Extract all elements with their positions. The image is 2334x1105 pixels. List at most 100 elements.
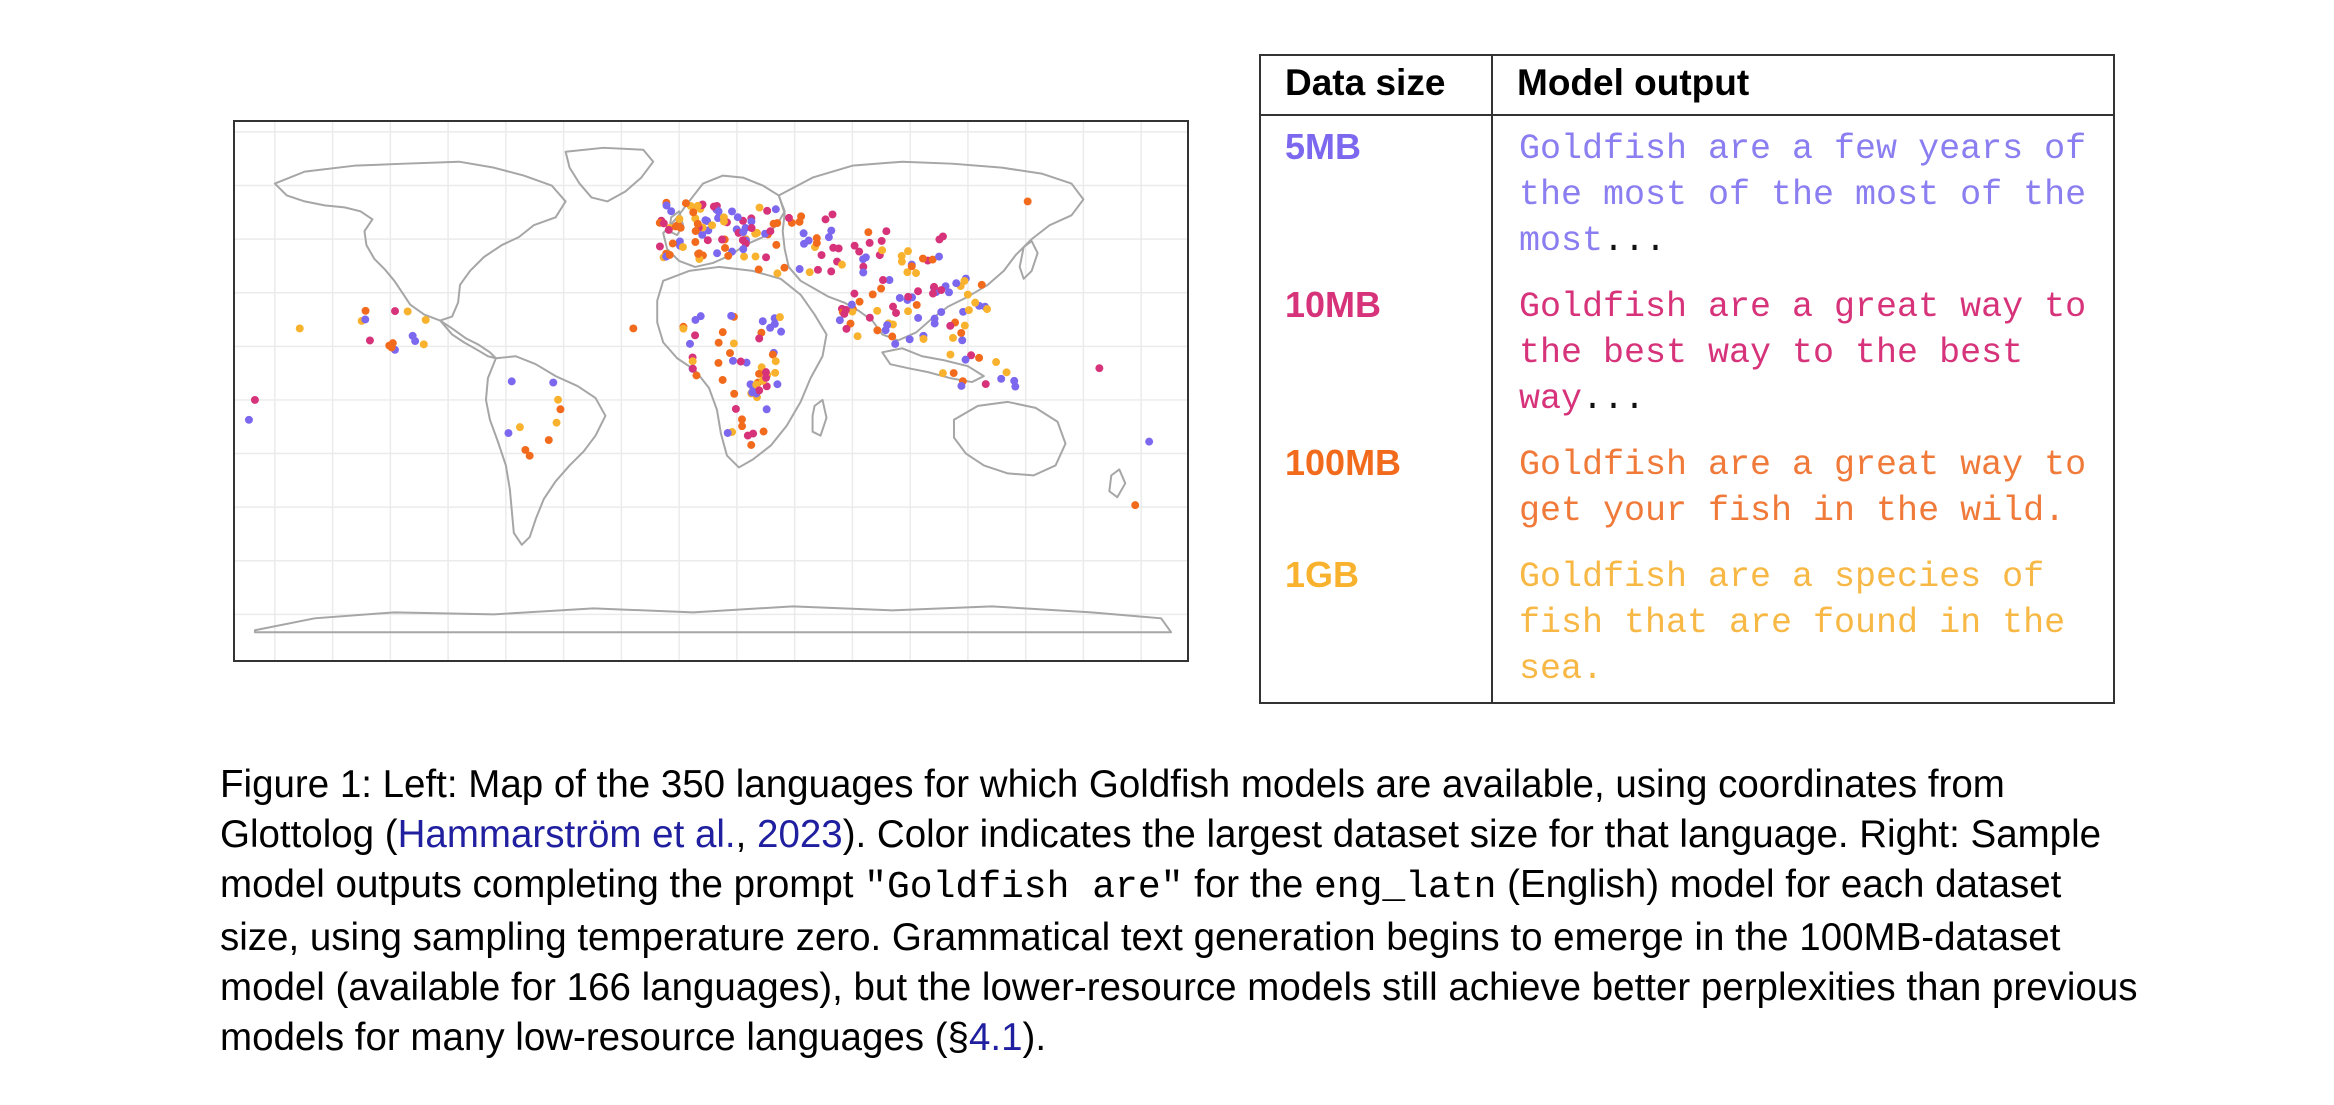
language-point [865,313,874,322]
model-output-1gb: Goldfish are a species of fish that are … [1491,544,2115,703]
language-point [507,377,516,386]
japan-outline [1018,240,1039,280]
language-point [408,331,417,340]
language-point [914,287,923,296]
language-point [738,422,747,431]
language-point [762,373,771,382]
language-point [544,436,553,445]
language-point [773,380,782,389]
language-point [813,265,822,274]
language-point [703,236,712,245]
language-point [905,335,914,344]
language-point [739,228,748,237]
language-point [733,213,742,222]
language-point [691,331,700,340]
language-point [848,307,857,316]
language-point [981,380,990,389]
language-point [938,232,947,241]
language-point [688,357,697,366]
language-point [731,404,740,413]
language-point [662,201,671,210]
caption-text-2: ). Color indicates the largest dataset s… [220,813,2102,906]
language-point [751,252,760,261]
language-point [419,340,428,349]
language-point [828,210,837,219]
language-point [724,251,733,260]
europe-outline [662,174,786,268]
language-point [691,315,700,324]
language-point [554,395,563,404]
language-point [769,219,778,228]
language-point [691,227,700,236]
data-size-1gb: 1GB [1259,544,1493,703]
language-point [897,252,906,260]
language-point [928,289,937,298]
language-point [694,249,703,258]
language-point [961,355,970,364]
language-point [827,267,836,276]
model-output-100mb: Goldfish are a great way to get your fis… [1491,432,2115,544]
language-point [904,292,913,301]
language-point [753,228,761,237]
output-text: Goldfish are a great way to the best way… [1519,287,2087,419]
language-point [795,217,804,226]
header-data-size: Data size [1259,54,1493,116]
output-text: Goldfish are a great way to get your fis… [1519,445,2087,531]
language-point [244,415,253,424]
language-point [883,321,892,330]
language-point [773,269,782,278]
language-point [686,339,694,348]
language-point [780,263,789,272]
language-point [361,315,370,324]
citation-year-link[interactable]: 2023 [757,813,843,856]
map-gridlines [235,122,1187,660]
prompt-code: "Goldfish are" [864,866,1184,909]
language-point [805,268,814,277]
language-point [963,290,972,299]
language-point [1095,364,1104,373]
table-row: 10MB Goldfish are a great way to the bes… [1259,274,2115,432]
world-map-svg [235,122,1187,660]
language-point [850,241,859,250]
language-point [946,350,955,359]
language-point [721,243,730,252]
language-point [1023,197,1032,206]
language-point [784,213,793,222]
language-point [835,316,844,325]
continent-outlines [253,146,1173,634]
language-point [391,307,400,316]
language-point [675,215,684,224]
caption-text-5: ). [1022,1016,1047,1059]
language-point [1002,368,1011,377]
language-point [771,357,780,366]
language-point [693,201,702,210]
language-point [250,395,259,404]
language-point [777,327,786,336]
language-point [556,405,565,414]
table-header-row: Data size Model output [1259,54,2115,116]
language-point [678,243,687,252]
language-point [723,429,732,437]
language-point [850,289,859,298]
language-point [521,445,530,454]
language-point [853,332,862,341]
output-text: Goldfish are a species of fish that are … [1519,557,2066,689]
language-point [743,431,752,440]
language-point [768,350,777,359]
citation-authors-link[interactable]: Hammarström et al. [397,813,736,856]
greenland-outline [564,146,655,203]
language-point [692,371,701,380]
language-point [967,351,976,360]
language-point [971,298,980,307]
language-point [960,276,969,285]
sample-output-table: Data size Model output 5MB Goldfish are … [1259,54,2115,704]
language-point [747,441,756,449]
language-point [888,332,897,341]
language-point [755,334,764,343]
language-point [983,305,992,314]
language-point [799,229,808,238]
language-point [762,405,771,414]
section-ref-link[interactable]: 4.1 [968,1016,1023,1059]
caption-label: Figure 1: [220,763,372,806]
language-point [714,358,723,367]
